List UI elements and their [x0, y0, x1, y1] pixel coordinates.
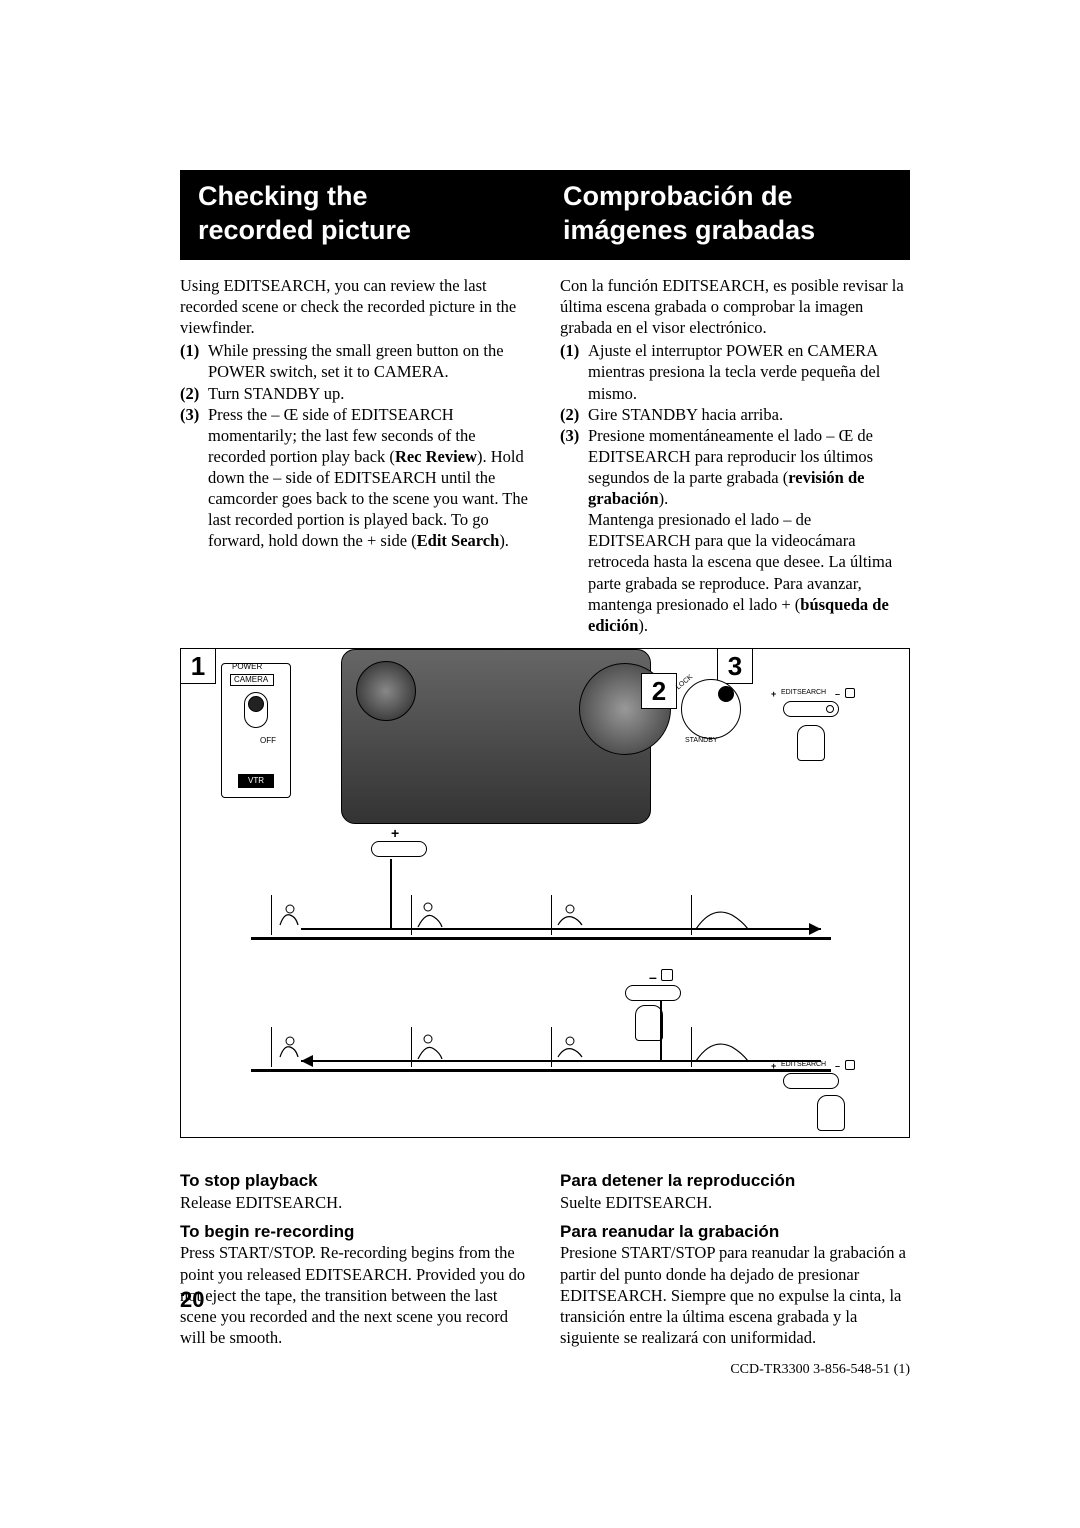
header-bar: Checking the recorded picture Comprobaci…	[180, 170, 910, 260]
hand-icon-3	[817, 1095, 845, 1131]
es-s1n: (1)	[560, 340, 588, 403]
en-step1: (1) While pressing the small green butto…	[180, 340, 530, 382]
vtr-label: VTR	[238, 774, 274, 788]
en-s2n: (2)	[180, 383, 208, 404]
es-s2n: (2)	[560, 404, 588, 425]
hand-icon-1	[797, 725, 825, 761]
es-p2: Presione START/STOP para reanudar la gra…	[560, 1242, 910, 1348]
power-dot	[248, 696, 264, 712]
step-box-2: 2	[641, 673, 677, 709]
power-label: POWER	[232, 662, 262, 671]
camcorder-lens-back	[356, 661, 416, 721]
header-right-l1: Comprobación de	[563, 181, 793, 211]
intro-es: Con la función EDITSEARCH, es posible re…	[560, 275, 910, 338]
es-label-1: EDITSEARCH	[781, 689, 826, 696]
en-h2: To begin re-recording	[180, 1221, 530, 1243]
es-icon-1	[845, 688, 855, 698]
en-p1: Release EDITSEARCH.	[180, 1192, 530, 1213]
step-box-1: 1	[180, 648, 216, 684]
es-plus-2: +	[771, 1061, 776, 1071]
page-number: 20	[180, 1287, 204, 1313]
en-p2: Press START/STOP. Re-recording begins fr…	[180, 1242, 530, 1348]
editsearch-btn-1	[783, 701, 839, 717]
en-s1: While pressing the small green button on…	[208, 340, 530, 382]
header-right: Comprobación de imágenes grabadas	[545, 170, 910, 260]
es-icon-2	[845, 1060, 855, 1070]
en-s3e: ).	[499, 531, 509, 550]
lower-columns: To stop playback Release EDITSEARCH. To …	[180, 1162, 910, 1348]
lower-es: Para detener la reproducción Suelte EDIT…	[560, 1162, 910, 1348]
es-step2: (2) Gire STANDBY hacia arriba.	[560, 404, 910, 425]
standby-label: STANDBY	[685, 737, 718, 744]
header-left: Checking the recorded picture	[180, 170, 545, 260]
timeline-minus: –	[649, 969, 657, 985]
es-minus-2: –	[835, 1061, 840, 1071]
es-h1: Para detener la reproducción	[560, 1170, 910, 1192]
es-step1: (1) Ajuste el interruptor POWER en CAMER…	[560, 340, 910, 403]
top-columns: Using EDITSEARCH, you can review the las…	[180, 275, 910, 636]
off-label: OFF	[260, 736, 276, 745]
arrow-forward	[241, 859, 841, 939]
es-minus-1: –	[835, 689, 840, 699]
es-label-2: EDITSEARCH	[781, 1061, 826, 1068]
es-h2: Para reanudar la grabación	[560, 1221, 910, 1243]
step-box-3: 3	[717, 648, 753, 684]
lower-en: To stop playback Release EDITSEARCH. To …	[180, 1162, 530, 1348]
timeline-plus: +	[391, 825, 399, 841]
en-s3d: Edit Search	[417, 531, 500, 550]
en-h1: To stop playback	[180, 1170, 530, 1192]
es-s1: Ajuste el interruptor POWER en CAMERA mi…	[588, 340, 910, 403]
intro-en: Using EDITSEARCH, you can review the las…	[180, 275, 530, 338]
es-btn-dot	[826, 705, 834, 713]
en-s2: Turn STANDBY up.	[208, 383, 530, 404]
es-s3: Presione momentáneamente el lado – Œ de …	[588, 425, 910, 636]
standby-dial	[681, 679, 741, 739]
es-s3f: ).	[638, 616, 648, 635]
diagram: 1 3 POWER CAMERA OFF VTR 2 LOCK STANDBY …	[180, 648, 910, 1138]
col-es: Con la función EDITSEARCH, es posible re…	[560, 275, 910, 636]
editsearch-btn-2	[783, 1073, 839, 1089]
camera-label: CAMERA	[234, 675, 268, 684]
es-plus-1: +	[771, 689, 776, 699]
en-s3n: (3)	[180, 404, 208, 552]
timeline-btn-plus	[371, 841, 427, 857]
en-step3: (3) Press the – Œ side of EDITSEARCH mom…	[180, 404, 530, 552]
es-step3: (3) Presione momentáneamente el lado – Œ…	[560, 425, 910, 636]
en-s3: Press the – Œ side of EDITSEARCH momenta…	[208, 404, 530, 552]
es-s3n: (3)	[560, 425, 588, 636]
es-s3c: ).	[659, 489, 669, 508]
header-right-l2: imágenes grabadas	[563, 215, 815, 245]
col-en: Using EDITSEARCH, you can review the las…	[180, 275, 530, 636]
footer-text: CCD-TR3300 3-856-548-51 (1)	[730, 1362, 910, 1378]
timeline-minus-icon	[661, 969, 673, 981]
power-switch: POWER CAMERA OFF VTR	[221, 663, 291, 798]
es-s2: Gire STANDBY hacia arriba.	[588, 404, 910, 425]
en-step2: (2) Turn STANDBY up.	[180, 383, 530, 404]
en-s3b: Rec Review	[395, 447, 477, 466]
es-p1: Suelte EDITSEARCH.	[560, 1192, 910, 1213]
en-s1n: (1)	[180, 340, 208, 382]
arrow-back	[241, 991, 841, 1071]
header-left-l2: recorded picture	[198, 215, 411, 245]
power-knob	[244, 692, 268, 728]
standby-indicator	[718, 686, 734, 702]
header-left-l1: Checking the	[198, 181, 368, 211]
